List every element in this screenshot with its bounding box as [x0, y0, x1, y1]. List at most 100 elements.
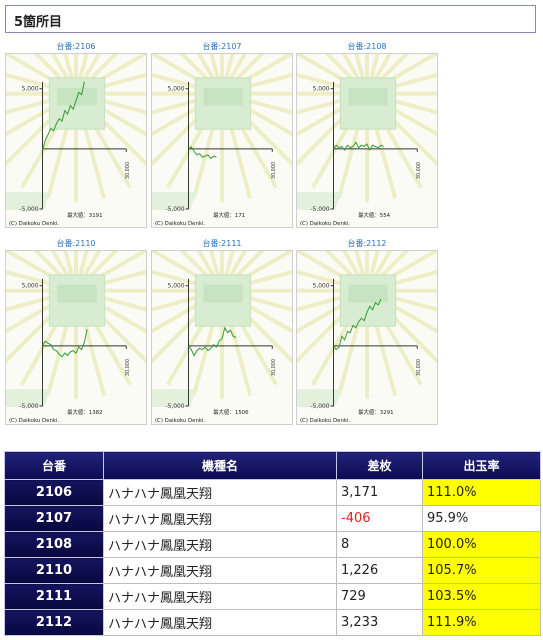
background-base-shape	[152, 389, 197, 408]
max-value-label: 最大値：554	[358, 211, 391, 219]
y-tick-label-bottom: -5,000	[19, 404, 38, 410]
max-value-label: 最大値：1506	[213, 408, 249, 416]
y-tick-label-top: 5,000	[22, 87, 39, 93]
copyright-label: (C) Daikoku Denki.	[155, 221, 206, 227]
slump-line	[333, 298, 382, 351]
table-row: 2110 ハナハナ鳳凰天翔 1,226 105.7%	[4, 557, 541, 584]
header-no: 台番	[4, 451, 104, 480]
header-model: 機種名	[103, 451, 337, 480]
y-tick-label-top: 5,000	[168, 284, 185, 290]
table-row: 2107 ハナハナ鳳凰天翔 -406 95.9%	[4, 505, 541, 532]
machine-number-cell[interactable]: 2110	[4, 557, 104, 584]
diff-cell: 1,226	[336, 557, 423, 584]
background-machine-screen	[203, 87, 243, 106]
slump-line	[188, 146, 217, 160]
table-row: 2108 ハナハナ鳳凰天翔 8 100.0%	[4, 531, 541, 558]
copyright-label: (C) Daikoku Denki.	[300, 221, 351, 227]
y-tick-label-bottom: -5,000	[310, 404, 329, 410]
chart-cell: 台番:2107 5,000 -5,000 30,000 最大値：171 (C) Daiko…	[151, 41, 293, 228]
copyright-label: (C) Daikoku Denki.	[155, 418, 206, 424]
copyright-label: (C) Daikoku Denki.	[300, 418, 351, 424]
background-base-shape	[297, 389, 342, 408]
machine-number-link[interactable]: 台番:2106	[56, 42, 96, 51]
model-name-cell: ハナハナ鳳凰天翔	[103, 583, 337, 610]
section-title: 5箇所目	[14, 15, 63, 30]
x-tick-label: 30,000	[271, 162, 277, 179]
machine-number-cell[interactable]: 2112	[4, 609, 104, 636]
rate-cell: 103.5%	[422, 583, 541, 610]
x-tick-label: 30,000	[416, 359, 422, 376]
slump-line	[188, 326, 237, 357]
slump-line	[42, 329, 88, 358]
model-name-cell: ハナハナ鳳凰天翔	[103, 479, 337, 506]
machine-table: 台番 機種名 差枚 出玉率 2106 ハナハナ鳳凰天翔 3,171 111.0% 210…	[4, 451, 541, 636]
diff-cell: 3,171	[336, 479, 423, 506]
table-row: 2112 ハナハナ鳳凰天翔 3,233 111.9%	[4, 609, 541, 636]
max-value-label: 最大値：171	[213, 211, 245, 219]
background-machine-screen	[57, 284, 97, 303]
table-row: 2106 ハナハナ鳳凰天翔 3,171 111.0%	[4, 479, 541, 506]
diff-cell: 8	[336, 531, 423, 558]
machine-number-cell[interactable]: 2108	[4, 531, 104, 558]
background-ray	[354, 54, 369, 95]
background-ray	[63, 251, 78, 292]
copyright-label: (C) Daikoku Denki.	[9, 221, 60, 227]
x-tick-label: 30,000	[271, 359, 277, 376]
rate-cell: 95.9%	[422, 505, 541, 532]
max-value-label: 最大値：1382	[67, 408, 102, 416]
background-ray	[74, 54, 89, 95]
y-tick-label-top: 5,000	[168, 87, 185, 93]
background-ray	[209, 251, 224, 292]
slump-line	[333, 141, 384, 152]
rate-cell: 111.9%	[422, 609, 541, 636]
machine-number-cell[interactable]: 2111	[4, 583, 104, 610]
machine-number-cell[interactable]: 2107	[4, 505, 104, 532]
diff-cell: -406	[336, 505, 423, 532]
rate-cell: 100.0%	[422, 531, 541, 558]
slump-line	[42, 81, 85, 151]
background-base-shape	[6, 389, 51, 408]
header-rate: 出玉率	[422, 451, 541, 480]
background-base-shape	[152, 192, 197, 211]
slump-chart[interactable]: 5,000 -5,000 30,000 最大値：171 (C) Daikoku Denk…	[151, 53, 293, 228]
section-title-box: 5箇所目	[5, 5, 536, 33]
machine-number-link[interactable]: 台番:2112	[347, 239, 387, 248]
slump-chart[interactable]: 5,000 -5,000 30,000 最大値：3191 (C) Daikoku Den…	[5, 53, 147, 228]
background-ray	[74, 251, 89, 292]
y-tick-label-bottom: -5,000	[19, 207, 38, 213]
slump-chart[interactable]: 5,000 -5,000 30,000 最大値：1506 (C) Daikoku Den…	[151, 250, 293, 425]
machine-number-link[interactable]: 台番:2110	[56, 239, 96, 248]
x-tick-label: 30,000	[125, 359, 131, 376]
model-name-cell: ハナハナ鳳凰天翔	[103, 531, 337, 558]
background-machine-screen	[348, 284, 388, 303]
slump-chart[interactable]: 5,000 -5,000 30,000 最大値：554 (C) Daikoku Denk…	[296, 53, 438, 228]
x-tick-label: 30,000	[125, 162, 131, 179]
header-diff: 差枚	[336, 451, 423, 480]
slump-chart[interactable]: 5,000 -5,000 30,000 最大値：1382 (C) Daikoku Den…	[5, 250, 147, 425]
slump-chart[interactable]: 5,000 -5,000 30,000 最大値：3291 (C) Daikoku Den…	[296, 250, 438, 425]
diff-cell: 729	[336, 583, 423, 610]
background-ray	[354, 251, 369, 292]
background-ray	[63, 54, 78, 95]
rate-cell: 105.7%	[422, 557, 541, 584]
background-ray	[209, 54, 224, 95]
background-machine-screen	[348, 87, 388, 106]
background-ray	[220, 251, 235, 292]
model-name-cell: ハナハナ鳳凰天翔	[103, 505, 337, 532]
background-ray	[365, 54, 380, 95]
rate-cell: 111.0%	[422, 479, 541, 506]
background-base-shape	[6, 192, 51, 211]
y-tick-label-bottom: -5,000	[165, 404, 184, 410]
machine-number-link[interactable]: 台番:2108	[347, 42, 387, 51]
machine-number-link[interactable]: 台番:2111	[202, 239, 242, 248]
y-tick-label-top: 5,000	[313, 284, 330, 290]
y-tick-label-bottom: -5,000	[165, 207, 184, 213]
y-tick-label-bottom: -5,000	[310, 207, 329, 213]
machine-number-cell[interactable]: 2106	[4, 479, 104, 506]
background-ray	[365, 251, 380, 292]
y-tick-label-top: 5,000	[22, 284, 39, 290]
machine-number-link[interactable]: 台番:2107	[202, 42, 242, 51]
model-name-cell: ハナハナ鳳凰天翔	[103, 557, 337, 584]
table-header-row: 台番 機種名 差枚 出玉率	[4, 451, 541, 480]
chart-cell: 台番:2106 5,000 -5,000 30,000 最大値：3191 (C) Daik…	[5, 41, 147, 228]
